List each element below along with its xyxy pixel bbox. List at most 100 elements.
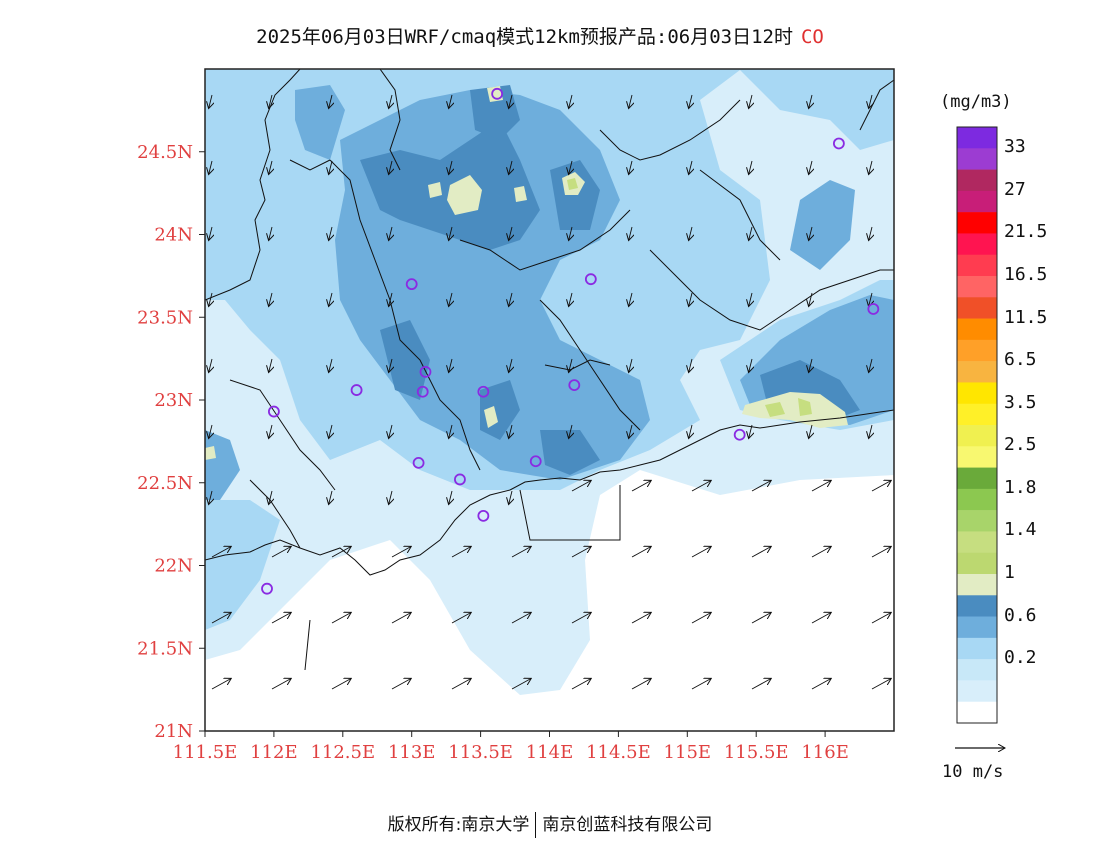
wind-arrow <box>691 678 711 690</box>
copyright-footer: 版权所有:南京大学 南京创蓝科技有限公司 <box>0 810 1100 838</box>
legend-label: 2.5 <box>1004 434 1037 456</box>
legend-label: 1.8 <box>1004 476 1037 498</box>
legend-swatch <box>957 446 997 468</box>
legend-swatch <box>957 425 997 447</box>
legend-swatch <box>957 680 997 703</box>
station-marker[interactable] <box>477 509 490 522</box>
wind-arrow <box>389 424 392 439</box>
wind-arrow <box>389 490 392 505</box>
wind-arrow <box>269 226 272 241</box>
legend-swatch <box>957 212 997 234</box>
station-marker[interactable] <box>454 473 466 486</box>
wind-arrow <box>569 94 572 109</box>
lat-label: 22N <box>154 556 193 577</box>
legend-swatch <box>957 510 997 532</box>
wind-arrow <box>809 358 812 373</box>
wind-arrow <box>211 678 231 690</box>
lon-label: 116E <box>801 742 849 763</box>
lat-label: 23N <box>154 390 193 411</box>
station-marker[interactable] <box>568 379 581 392</box>
wind-arrow <box>329 490 332 505</box>
wind-arrow <box>871 678 891 690</box>
pollutant-label: CO <box>800 26 824 48</box>
station-marker[interactable] <box>584 273 597 286</box>
wind-arrow <box>271 678 291 690</box>
lon-label: 113E <box>388 742 436 763</box>
wind-arrow <box>871 480 891 492</box>
wind-arrow <box>509 94 512 109</box>
legend-label: 0.6 <box>1004 604 1037 626</box>
wind-arrow <box>331 678 351 690</box>
wind-arrow <box>331 546 351 558</box>
legend-swatch <box>957 531 997 554</box>
wind-arrow <box>811 480 831 492</box>
lat-label: 21.5N <box>137 638 193 659</box>
wind-arrow <box>631 678 651 690</box>
legend-swatch <box>957 318 997 341</box>
legend-swatch <box>957 552 997 575</box>
lon-label: 112.5E <box>310 742 375 763</box>
wind-arrow <box>271 612 291 624</box>
wind-arrow <box>869 424 872 439</box>
lon-label: 115E <box>664 742 712 763</box>
legend-swatch <box>957 403 997 426</box>
legend-swatch <box>957 488 997 511</box>
station-marker[interactable] <box>832 137 845 150</box>
station-marker[interactable] <box>477 385 490 398</box>
units-label: (mg/m3) <box>940 92 1012 112</box>
wind-arrow <box>571 480 591 492</box>
wind-arrow <box>569 226 572 241</box>
legend-label: 27 <box>1004 178 1026 200</box>
station-marker[interactable] <box>350 384 363 396</box>
legend-swatch <box>957 148 997 170</box>
wind-arrow <box>389 358 392 373</box>
station-marker[interactable] <box>412 456 425 469</box>
legend-swatch <box>957 574 997 596</box>
wind-arrow <box>631 612 651 624</box>
wind-arrow <box>629 358 632 373</box>
wind-arrow <box>451 678 471 690</box>
wind-arrow <box>451 612 471 624</box>
station-marker[interactable] <box>733 428 746 441</box>
concentration-field <box>205 69 894 731</box>
wind-arrow <box>329 358 332 373</box>
station-marker[interactable] <box>867 303 880 315</box>
legend-swatch <box>957 361 997 383</box>
wind-arrow <box>331 612 351 624</box>
wind-arrow <box>209 94 212 109</box>
wind-arrow <box>809 292 812 307</box>
station-marker[interactable] <box>416 385 429 398</box>
boundaries <box>205 69 894 671</box>
lat-label: 22.5N <box>137 473 193 494</box>
wind-arrow <box>569 424 572 439</box>
legend-swatch <box>957 382 997 405</box>
station-marker[interactable] <box>491 87 504 100</box>
wind-arrow <box>269 160 272 175</box>
wind-arrow <box>689 424 692 439</box>
legend-swatch <box>957 616 997 639</box>
color-legend <box>956 126 998 724</box>
legend-label: 1 <box>1004 562 1015 583</box>
wind-arrow <box>871 546 891 558</box>
legend-frame <box>956 126 998 724</box>
wind-arrow <box>209 226 212 241</box>
station-marker[interactable] <box>529 455 542 468</box>
wind-arrow <box>749 94 752 109</box>
lat-label: 24N <box>154 225 193 246</box>
station-marker[interactable] <box>261 582 273 595</box>
wind-arrow <box>749 226 752 241</box>
wind-arrow <box>751 612 771 624</box>
legend-swatch <box>957 339 997 362</box>
station-marker[interactable] <box>419 365 432 378</box>
copyright-owner: 版权所有:南京大学 <box>387 815 530 835</box>
wind-arrow <box>749 424 752 439</box>
wind-arrow <box>389 292 392 307</box>
legend-swatch <box>957 233 997 256</box>
wind-arrow <box>629 424 632 439</box>
wind-arrow <box>389 94 392 109</box>
wind-arrow <box>631 480 651 492</box>
station-marker[interactable] <box>267 405 280 418</box>
wind-arrow <box>871 612 891 624</box>
station-marker[interactable] <box>405 278 418 291</box>
wind-arrow <box>329 424 332 439</box>
